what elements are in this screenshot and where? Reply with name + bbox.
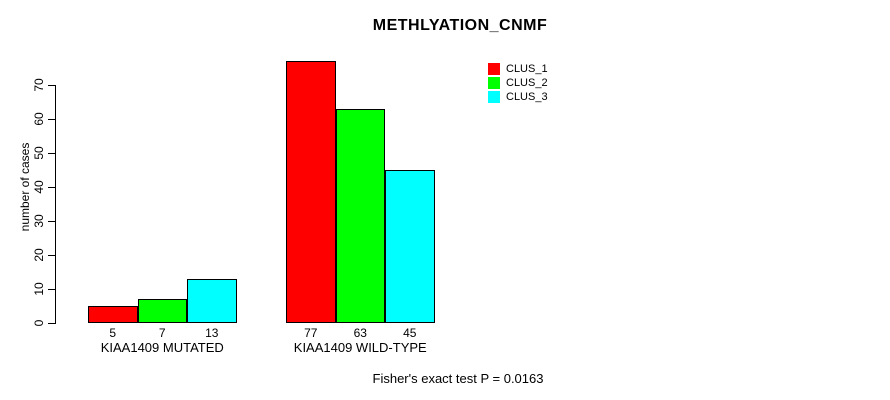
- y-axis-tick-label: 20: [32, 248, 46, 262]
- y-axis-tick: [48, 85, 55, 86]
- y-axis-tick: [48, 289, 55, 290]
- bar-clus_2-group1: [137, 299, 187, 323]
- legend-row: CLUS_3: [488, 90, 548, 104]
- legend-label: CLUS_2: [506, 77, 548, 89]
- y-axis-tick: [48, 153, 55, 154]
- y-axis-tick-label: 70: [32, 78, 46, 92]
- bar-clus_3-group2: [385, 170, 435, 323]
- bar-value-label: 63: [353, 326, 367, 340]
- bar-value-label: 5: [109, 326, 117, 340]
- stat-annotation: Fisher's exact test P = 0.0163: [372, 371, 544, 386]
- y-axis-tick-label: 50: [32, 146, 46, 160]
- bar-value-label: 13: [205, 326, 219, 340]
- y-axis-tick: [48, 187, 55, 188]
- y-axis-tick-label: 0: [32, 319, 46, 327]
- y-axis-tick: [48, 221, 55, 222]
- bar-value-label: 45: [403, 326, 417, 340]
- bar-clus_2-group2: [335, 108, 385, 323]
- legend-row: CLUS_1: [488, 62, 548, 76]
- y-axis-line: [55, 85, 56, 324]
- bar-clus_1-group2: [286, 61, 336, 323]
- legend-label: CLUS_1: [506, 63, 548, 75]
- category-label: KIAA1409 WILD-TYPE: [293, 340, 427, 355]
- bar-value-label: 7: [158, 326, 166, 340]
- legend-swatch-clus_1: [488, 63, 500, 75]
- bar-clus_1-group1: [88, 306, 138, 323]
- legend-swatch-clus_2: [488, 77, 500, 89]
- y-axis-title: number of cases: [18, 142, 32, 232]
- legend-label: CLUS_3: [506, 91, 548, 103]
- y-axis-tick-label: 40: [32, 180, 46, 194]
- y-axis-tick: [48, 323, 55, 324]
- legend-row: CLUS_2: [488, 76, 548, 90]
- bar-clus_3-group1: [187, 278, 237, 323]
- legend-swatch-clus_3: [488, 91, 500, 103]
- y-axis-tick-label: 30: [32, 214, 46, 228]
- chart-title: METHLYATION_CNMF: [372, 17, 548, 34]
- y-axis-tick-label: 60: [32, 112, 46, 126]
- legend: CLUS_1 CLUS_2 CLUS_3: [488, 62, 548, 104]
- y-axis-tick: [48, 119, 55, 120]
- bar-value-label: 77: [304, 326, 318, 340]
- y-axis-tick: [48, 255, 55, 256]
- y-axis-tick-label: 10: [32, 282, 46, 296]
- category-label: KIAA1409 MUTATED: [100, 340, 224, 355]
